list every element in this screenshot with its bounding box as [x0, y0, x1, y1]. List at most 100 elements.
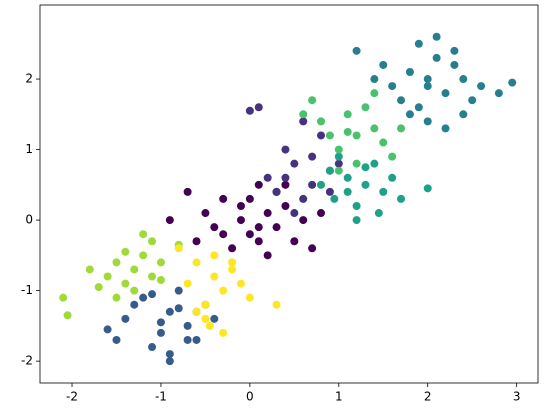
- x-tick-label: -1: [155, 390, 167, 404]
- point: [165, 216, 174, 225]
- point: [228, 265, 237, 274]
- point: [352, 131, 361, 140]
- point: [432, 32, 441, 41]
- point: [370, 75, 379, 84]
- point: [308, 96, 317, 105]
- point: [148, 237, 157, 246]
- point: [63, 311, 72, 320]
- point: [219, 230, 228, 239]
- point: [210, 272, 219, 281]
- point: [334, 152, 343, 161]
- point: [330, 194, 339, 203]
- point: [112, 293, 121, 302]
- point: [165, 357, 174, 366]
- point: [290, 159, 299, 168]
- point: [450, 60, 459, 69]
- point: [494, 89, 503, 98]
- point: [192, 307, 201, 316]
- y-tick-label: 0: [25, 213, 33, 227]
- point: [201, 209, 210, 218]
- point: [379, 187, 388, 196]
- point: [370, 89, 379, 98]
- point: [468, 96, 477, 105]
- point: [139, 251, 148, 260]
- point: [130, 300, 139, 309]
- point: [299, 216, 308, 225]
- point: [379, 138, 388, 147]
- point: [361, 103, 370, 112]
- point: [183, 321, 192, 330]
- point: [397, 194, 406, 203]
- point: [236, 216, 245, 225]
- x-tick-label: -2: [66, 390, 78, 404]
- point: [272, 187, 281, 196]
- point: [334, 145, 343, 154]
- point: [148, 290, 157, 299]
- point: [245, 293, 254, 302]
- point: [459, 75, 468, 84]
- point: [352, 46, 361, 55]
- point: [205, 321, 214, 330]
- point: [397, 124, 406, 133]
- point: [281, 173, 290, 182]
- point: [441, 89, 450, 98]
- point: [59, 293, 68, 302]
- point: [343, 187, 352, 196]
- point: [130, 265, 139, 274]
- point: [103, 272, 112, 281]
- plot-frame: [39, 4, 539, 384]
- point: [210, 251, 219, 260]
- point: [228, 244, 237, 253]
- point: [325, 131, 334, 140]
- point: [414, 39, 423, 48]
- point: [210, 223, 219, 232]
- point: [441, 124, 450, 133]
- x-tick-label: 0: [246, 390, 254, 404]
- point: [405, 67, 414, 76]
- point: [405, 110, 414, 119]
- point: [165, 307, 174, 316]
- point: [317, 180, 326, 189]
- point: [219, 286, 228, 295]
- point: [183, 279, 192, 288]
- point: [352, 159, 361, 168]
- point: [388, 82, 397, 91]
- point: [290, 237, 299, 246]
- point: [370, 159, 379, 168]
- point: [245, 106, 254, 115]
- point: [299, 117, 308, 126]
- point: [334, 159, 343, 168]
- x-tick-label: 1: [335, 390, 343, 404]
- point: [343, 173, 352, 182]
- point: [165, 350, 174, 359]
- point: [450, 46, 459, 55]
- point: [121, 279, 130, 288]
- point: [112, 335, 121, 344]
- point: [290, 209, 299, 218]
- x-tick-label: 2: [424, 390, 432, 404]
- point: [183, 335, 192, 344]
- point: [156, 276, 165, 285]
- point: [361, 180, 370, 189]
- point: [414, 103, 423, 112]
- point: [228, 258, 237, 267]
- point: [103, 325, 112, 334]
- point: [317, 209, 326, 218]
- y-tick-label: 1: [25, 142, 33, 156]
- point: [299, 194, 308, 203]
- point: [139, 230, 148, 239]
- x-tick-label: 3: [513, 390, 521, 404]
- point: [156, 318, 165, 327]
- point: [263, 209, 272, 218]
- point: [374, 209, 383, 218]
- point: [379, 60, 388, 69]
- point: [508, 78, 517, 87]
- point: [183, 187, 192, 196]
- point: [334, 166, 343, 175]
- point: [148, 272, 157, 281]
- point: [254, 180, 263, 189]
- point: [156, 328, 165, 337]
- point: [352, 201, 361, 210]
